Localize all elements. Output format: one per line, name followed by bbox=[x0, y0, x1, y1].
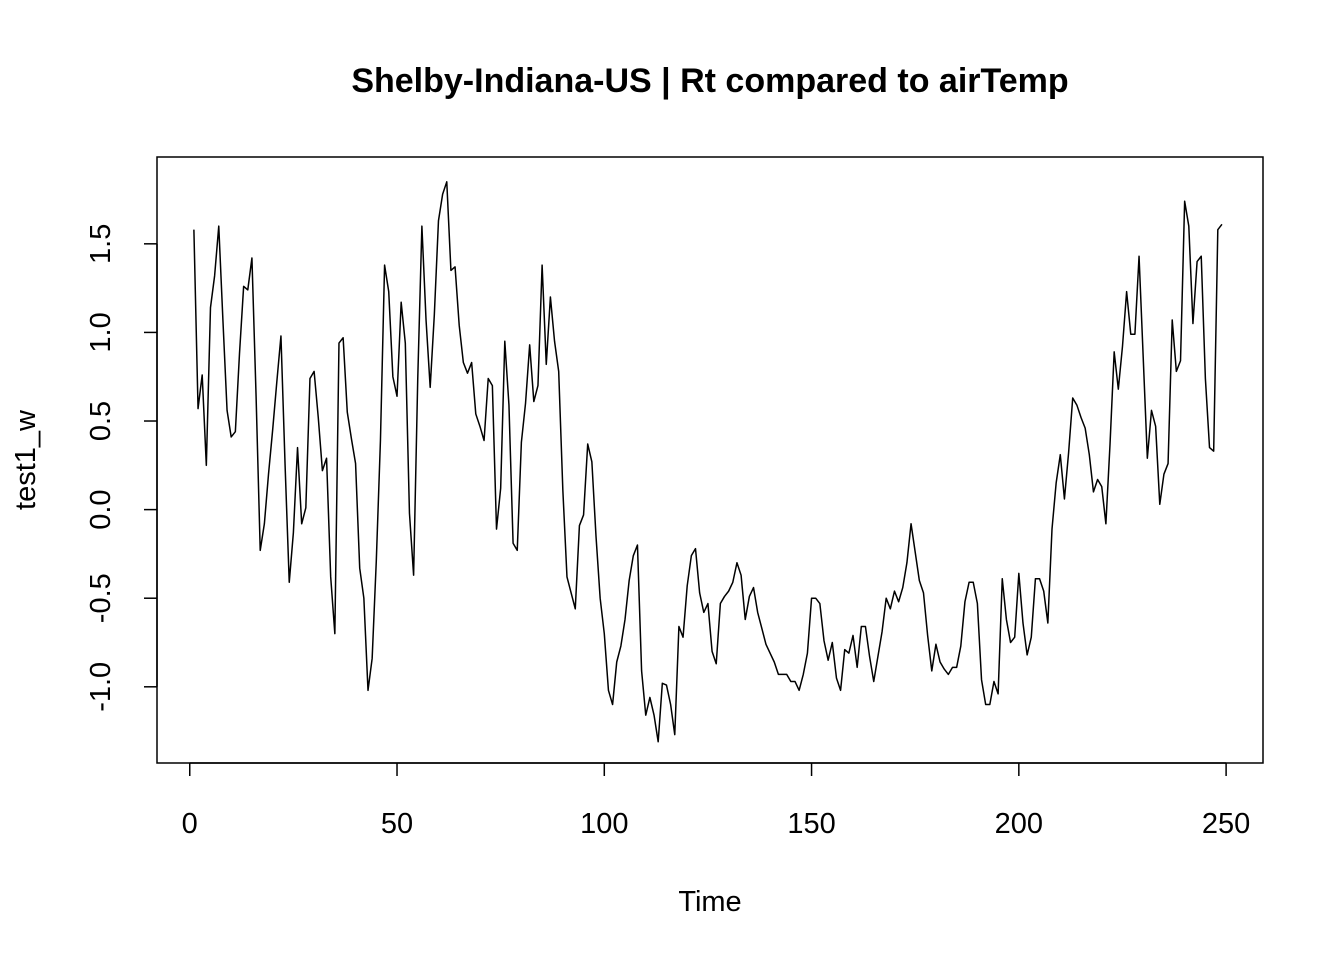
x-tick-label: 250 bbox=[1202, 808, 1250, 840]
series-line-test1_w bbox=[193, 181, 1223, 743]
y-tick-label: 0.0 bbox=[85, 489, 117, 529]
y-axis: -1.0 -0.5 0.0 0.5 1.0 1.5 bbox=[85, 224, 158, 712]
plot-frame bbox=[156, 156, 1264, 764]
x-tick-label: 50 bbox=[381, 808, 413, 840]
y-tick-label: 1.5 bbox=[85, 224, 117, 264]
x-axis-label: Time bbox=[678, 886, 741, 918]
x-tick-label: 200 bbox=[995, 808, 1043, 840]
y-axis-label: test1_w bbox=[10, 409, 42, 510]
y-tick-label: 0.5 bbox=[85, 401, 117, 441]
x-tick-label: 100 bbox=[580, 808, 628, 840]
y-tick-label: 1.0 bbox=[85, 312, 117, 352]
x-tick-label: 0 bbox=[182, 808, 198, 840]
y-tick-label: -0.5 bbox=[85, 573, 117, 623]
chart-title: Shelby-Indiana-US | Rt compared to airTe… bbox=[351, 62, 1068, 100]
x-axis: 0 50 100 150 200 250 bbox=[182, 762, 1250, 840]
y-tick-label: -1.0 bbox=[85, 662, 117, 712]
x-tick-label: 150 bbox=[787, 808, 835, 840]
